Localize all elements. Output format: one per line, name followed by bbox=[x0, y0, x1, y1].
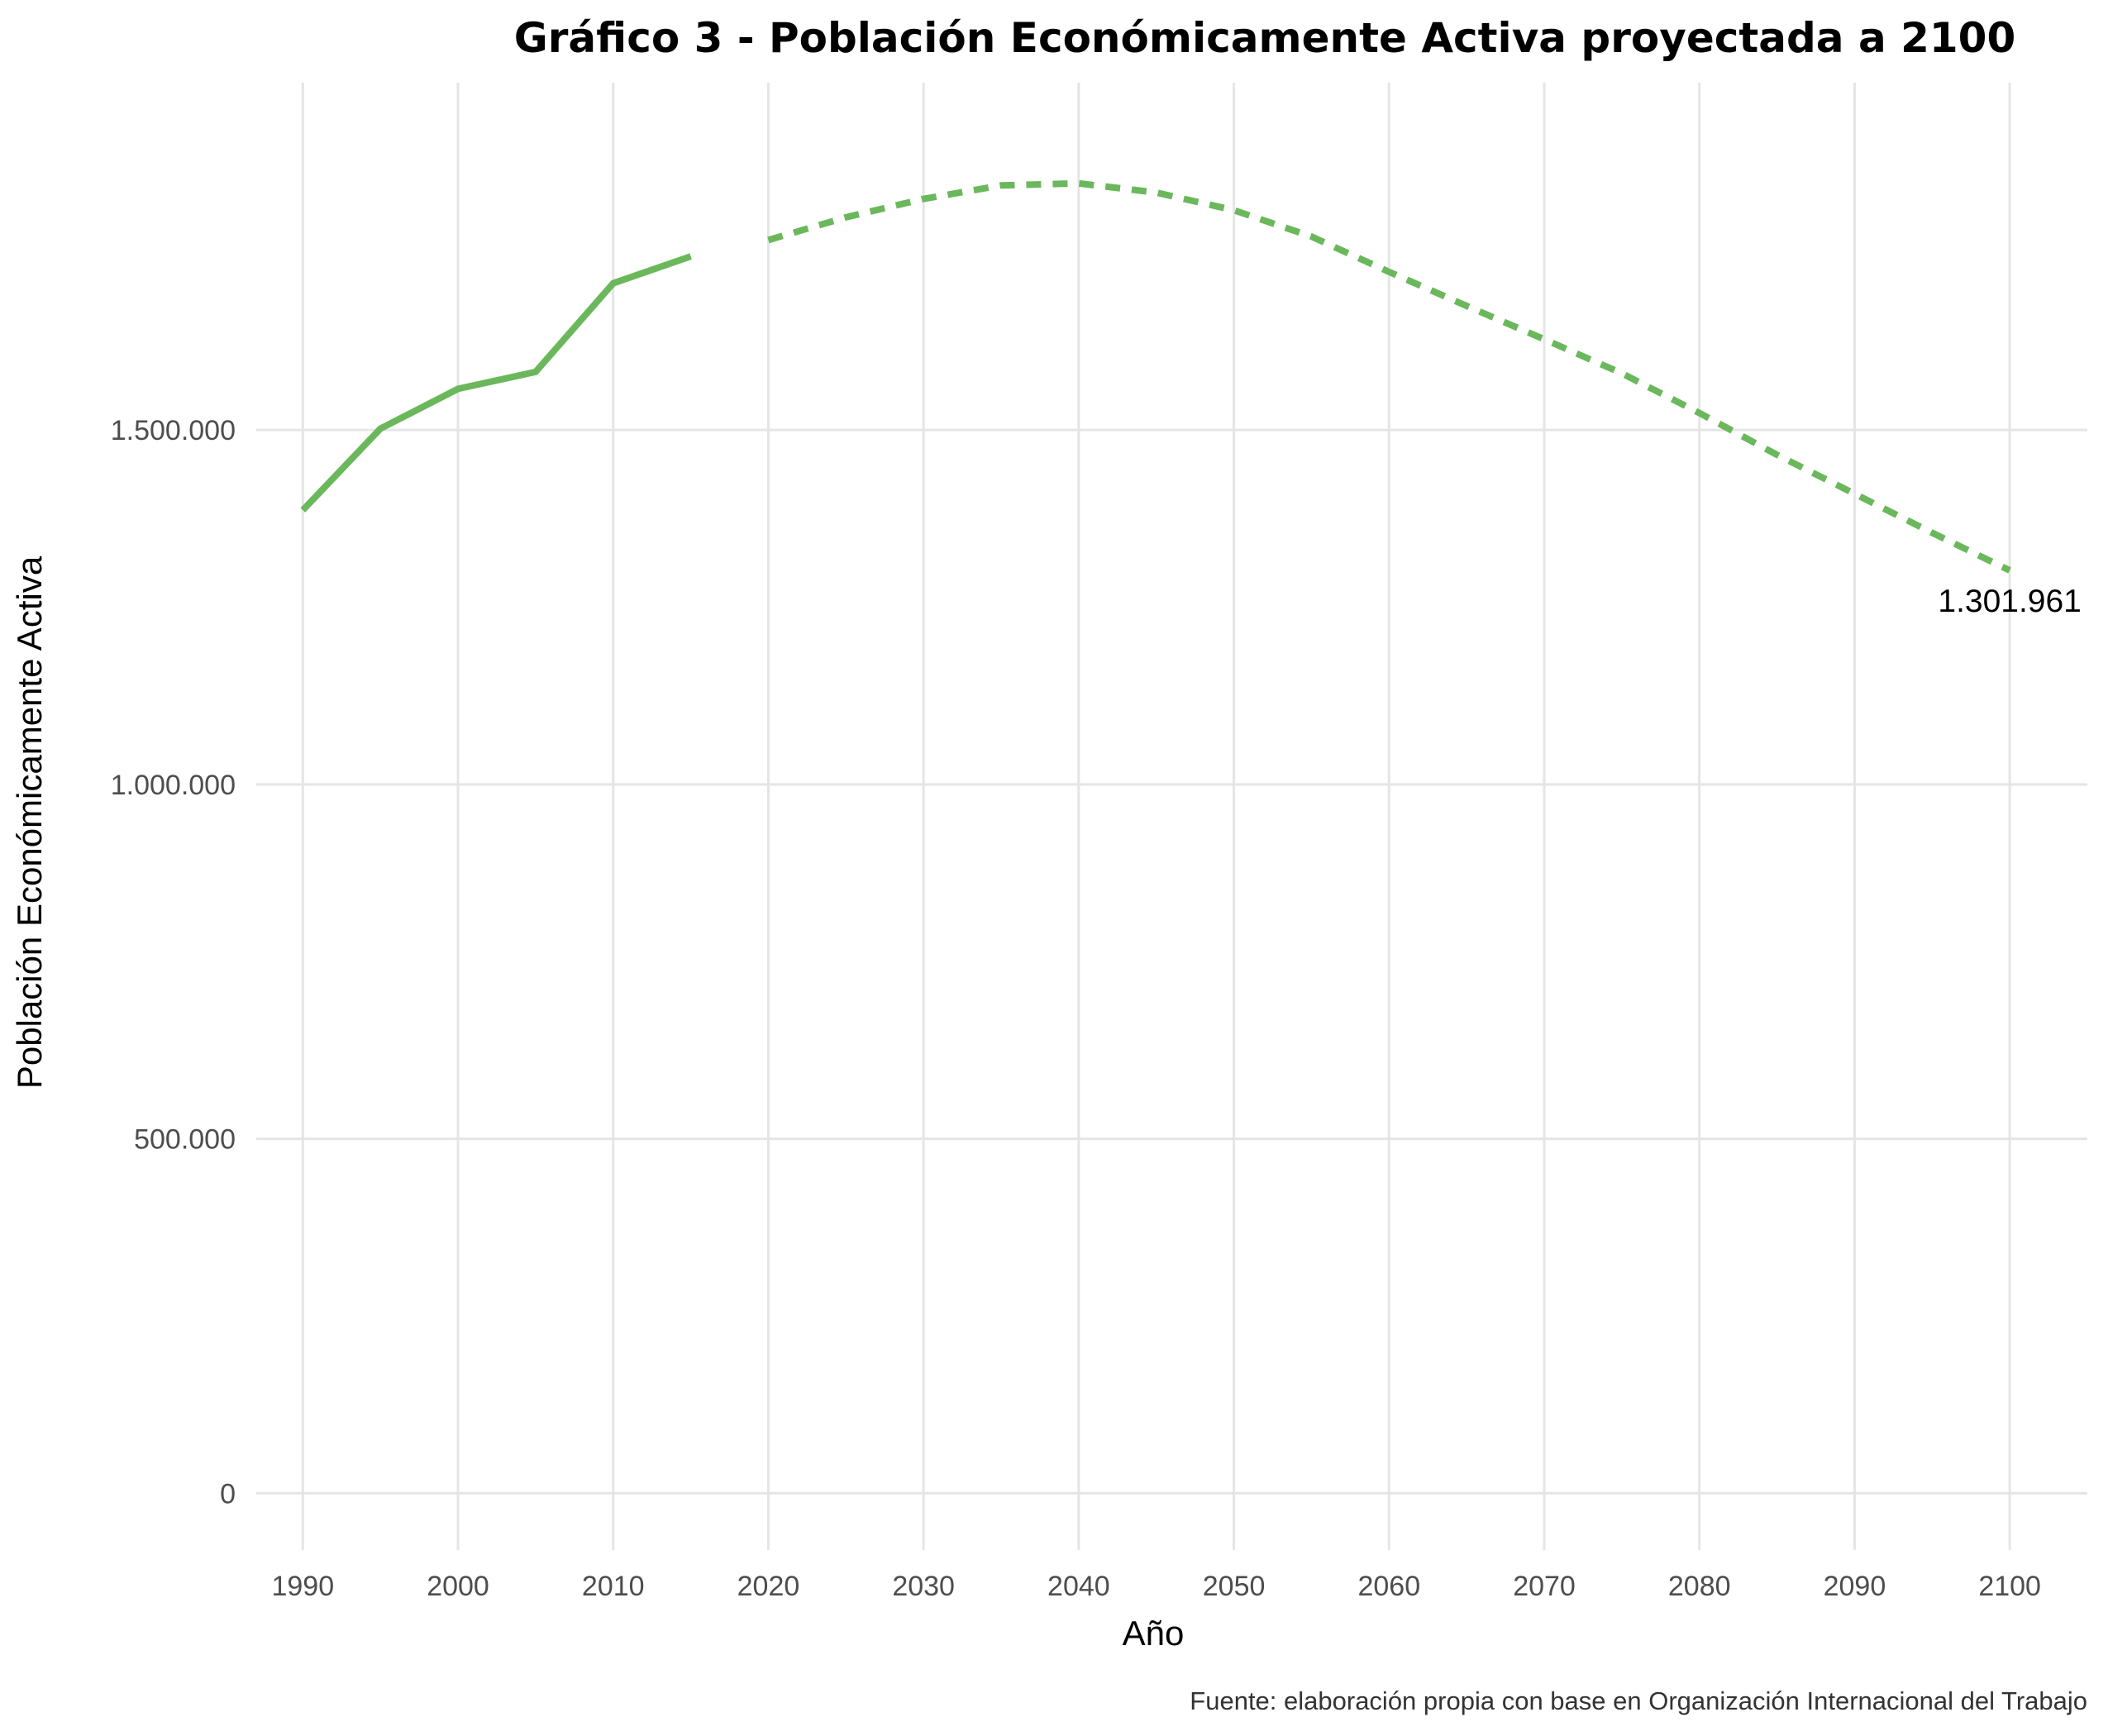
y-tick-label: 1.500.000 bbox=[111, 415, 236, 446]
y-tick-label: 0 bbox=[220, 1478, 236, 1509]
chart-title: Gráfico 3 - Población Económicamente Act… bbox=[514, 14, 2016, 62]
annotations: 1.301.961 bbox=[1938, 584, 2082, 619]
x-axis-ticks: 1990 2000 2010 2020 2030 2040 2050 2060 2070 2080… bbox=[271, 1571, 2040, 1602]
x-axis-title: Año bbox=[1123, 1614, 1185, 1653]
x-tick-label: 2030 bbox=[892, 1571, 955, 1602]
x-tick-label: 2100 bbox=[1978, 1571, 2041, 1602]
x-tick-label: 2020 bbox=[737, 1571, 800, 1602]
y-tick-label: 500.000 bbox=[134, 1124, 236, 1156]
series-lines bbox=[300, 179, 2011, 574]
historical-series-line bbox=[300, 253, 692, 513]
x-tick-label: 2050 bbox=[1203, 1571, 1266, 1602]
grid-lines bbox=[256, 83, 2087, 1550]
x-tick-label: 2080 bbox=[1668, 1571, 1731, 1602]
projected-series-line bbox=[767, 179, 2011, 574]
x-tick-label: 1990 bbox=[271, 1571, 334, 1602]
y-tick-label: 1.000.000 bbox=[111, 770, 236, 801]
y-axis-ticks: 0 500.000 1.000.000 1.500.000 bbox=[111, 415, 236, 1509]
x-tick-label: 2040 bbox=[1047, 1571, 1110, 1602]
x-tick-label: 2000 bbox=[427, 1571, 489, 1602]
x-tick-label: 2060 bbox=[1357, 1571, 1420, 1602]
y-axis-title: Población Económicamente Activa bbox=[10, 556, 49, 1089]
end-value-label: 1.301.961 bbox=[1938, 584, 2082, 619]
x-tick-label: 2090 bbox=[1824, 1571, 1886, 1602]
chart-caption: Fuente: elaboración propia con base en O… bbox=[1190, 1686, 2087, 1715]
x-tick-label: 2010 bbox=[582, 1571, 645, 1602]
x-tick-label: 2070 bbox=[1513, 1571, 1576, 1602]
